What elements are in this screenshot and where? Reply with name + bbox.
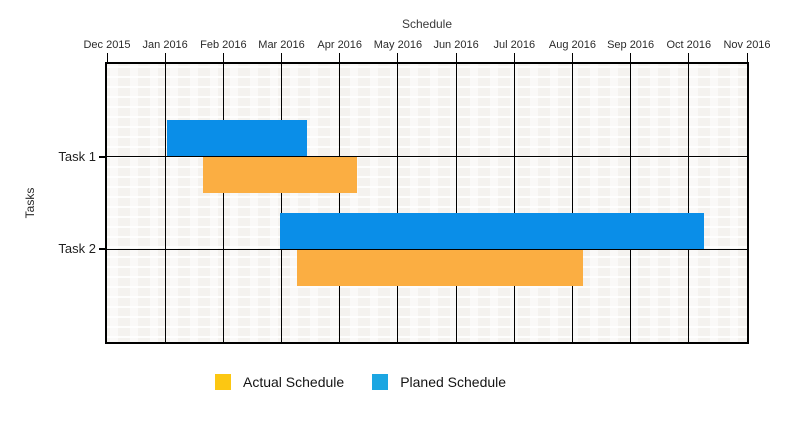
x-axis-tick-label: May 2016: [373, 39, 423, 51]
legend-label-planned: Planed Schedule: [400, 374, 507, 390]
chart-title: Schedule: [401, 17, 453, 31]
x-axis-tick-label: Nov 2016: [723, 39, 771, 51]
vertical-gridline: [339, 64, 341, 342]
x-axis-tick-label: Jul 2016: [493, 39, 536, 51]
plot-area: [105, 53, 749, 344]
vertical-gridline: [513, 64, 515, 342]
x-axis-tick-label: Dec 2015: [83, 39, 131, 51]
legend: Actual Schedule Planed Schedule: [215, 374, 506, 390]
actual-schedule-bar: [297, 249, 583, 286]
legend-item-actual: Actual Schedule: [215, 374, 344, 390]
x-axis-tick-label: Aug 2016: [548, 39, 596, 51]
y-axis-tick-label: Task 2: [58, 241, 96, 257]
x-axis-tick: [281, 53, 283, 62]
x-axis-tick: [455, 53, 457, 62]
y-axis-tick: [99, 155, 107, 158]
planned-schedule-bar: [166, 120, 308, 157]
x-axis-tick: [222, 53, 224, 62]
y-axis-title: Tasks: [23, 187, 37, 219]
planned-schedule-swatch-icon: [372, 374, 389, 390]
x-axis-tick: [630, 53, 632, 62]
x-axis-tick-label: Mar 2016: [258, 39, 305, 51]
legend-label-actual: Actual Schedule: [243, 374, 345, 390]
x-axis-tick: [106, 53, 108, 62]
x-axis-tick: [339, 53, 341, 62]
x-axis-tick-label: Sep 2016: [607, 39, 655, 51]
vertical-gridline: [222, 64, 224, 342]
x-axis-tick-label: Feb 2016: [200, 39, 247, 51]
vertical-gridline: [397, 64, 399, 342]
x-axis-tick: [513, 53, 515, 62]
vertical-gridline: [164, 64, 166, 342]
x-axis-tick: [746, 53, 748, 62]
vertical-gridline: [455, 64, 457, 342]
x-axis-tick-label: Jan 2016: [142, 39, 188, 51]
y-axis-tick: [99, 248, 107, 251]
legend-item-planned: Planed Schedule: [372, 374, 506, 390]
x-axis-tick-label: Oct 2016: [666, 39, 712, 51]
x-axis-tick: [571, 53, 573, 62]
vertical-gridline: [688, 64, 690, 342]
x-axis-tick: [688, 53, 690, 62]
vertical-gridline: [630, 64, 632, 342]
horizontal-gridline: [107, 156, 747, 158]
x-axis-tick-label: Apr 2016: [317, 39, 363, 51]
horizontal-gridline: [107, 248, 747, 250]
y-axis-tick-label: Task 1: [58, 148, 96, 164]
vertical-gridline: [571, 64, 573, 342]
actual-schedule-swatch-icon: [215, 374, 231, 390]
planned-schedule-bar: [279, 212, 704, 249]
vertical-gridline: [281, 64, 283, 342]
x-axis-tick-label: Jun 2016: [433, 39, 479, 51]
actual-schedule-bar: [203, 157, 358, 194]
x-axis-tick: [164, 53, 166, 62]
x-axis-tick: [397, 53, 399, 62]
